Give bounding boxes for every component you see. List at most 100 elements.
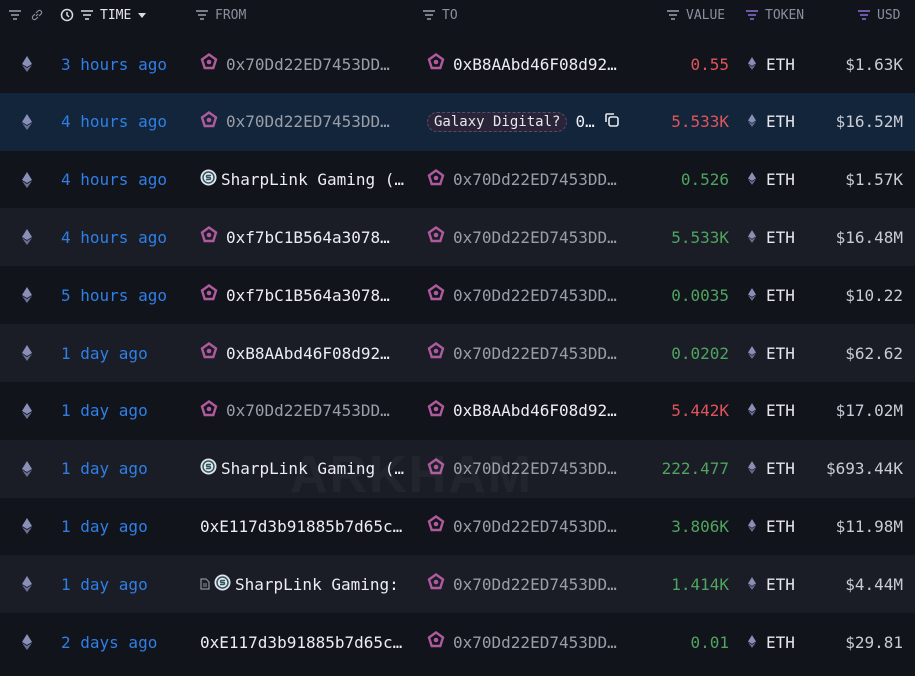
token-cell[interactable]: ETH	[748, 170, 795, 189]
token-cell[interactable]: ETH	[748, 228, 795, 247]
column-header-from[interactable]: FROM	[195, 0, 246, 30]
table-row[interactable]: 1 day ago 0x70Dd22ED7453DD… 0xB8AAbd46F08d…	[0, 382, 915, 440]
from-address[interactable]: SharpLink Gaming (…	[221, 170, 405, 190]
from-cell[interactable]: SharpLink Gaming:	[200, 574, 399, 595]
time-link[interactable]: 4 hours ago	[61, 170, 167, 190]
to-cell[interactable]: Galaxy Digital? 0…	[427, 111, 621, 133]
table-row[interactable]: 1 day ago SharpLink Gaming (… 0x70Dd22ED74…	[0, 439, 915, 498]
to-address[interactable]: 0x70Dd22ED7453DD…	[453, 227, 617, 247]
from-address[interactable]: 0xf7bC1B564a3078…	[226, 227, 390, 247]
column-header-usd[interactable]: USD	[857, 0, 900, 30]
from-cell[interactable]: 0xf7bC1B564a3078…	[200, 226, 390, 248]
from-cell[interactable]: 0xE117d3b91885b7d65c…	[200, 633, 402, 652]
to-address[interactable]: 0x70Dd22ED7453DD…	[453, 632, 617, 652]
from-address[interactable]: 0xE117d3b91885b7d65c…	[200, 516, 403, 536]
token-cell[interactable]: ETH	[748, 344, 795, 363]
from-cell[interactable]: 0xE117d3b91885b7d65c…	[200, 517, 402, 536]
from-address[interactable]: 0x70Dd22ED7453DD…	[226, 54, 390, 74]
time-link[interactable]: 4 hours ago	[61, 227, 167, 247]
copy-icon[interactable]	[603, 111, 621, 133]
to-cell[interactable]: 0xB8AAbd46F08d92…	[427, 399, 617, 422]
to-address[interactable]: 0…	[575, 112, 595, 132]
from-cell[interactable]: 0x70Dd22ED7453DD…	[200, 110, 390, 133]
to-address[interactable]: 0xB8AAbd46F08d92…	[453, 54, 617, 74]
from-cell[interactable]: 0x70Dd22ED7453DD…	[200, 399, 390, 422]
time-link[interactable]: 5 hours ago	[61, 285, 167, 305]
token-cell[interactable]: ETH	[748, 575, 795, 594]
token-cell[interactable]: ETH	[748, 112, 795, 131]
time-link[interactable]: 2 days ago	[61, 632, 158, 652]
from-cell[interactable]: SharpLink Gaming (…	[200, 169, 404, 190]
column-header-to[interactable]: TO	[422, 0, 458, 30]
eth-chain-icon	[22, 460, 32, 477]
column-header-token[interactable]: TOKEN	[745, 0, 804, 30]
to-address[interactable]: 0x70Dd22ED7453DD…	[453, 285, 617, 305]
to-cell[interactable]: 0x70Dd22ED7453DD…	[427, 457, 617, 480]
value-amount: 3.806K	[671, 516, 729, 536]
token-cell[interactable]: ETH	[748, 55, 795, 74]
to-cell[interactable]: 0x70Dd22ED7453DD…	[427, 573, 617, 595]
to-cell[interactable]: 0x70Dd22ED7453DD…	[427, 515, 617, 537]
filter-icon[interactable]	[195, 9, 209, 21]
table-row[interactable]: 4 hours ago 0x70Dd22ED7453DD… Galaxy Digit…	[0, 92, 915, 151]
table-row[interactable]: 1 day ago 0xE117d3b91885b7d65c… 0x70Dd22ED…	[0, 497, 915, 555]
to-cell[interactable]: 0x70Dd22ED7453DD…	[427, 168, 617, 191]
entity-badge[interactable]: Galaxy Digital?	[427, 111, 568, 132]
time-link[interactable]: 3 hours ago	[61, 54, 167, 74]
time-link[interactable]: 1 day ago	[61, 459, 148, 479]
time-link[interactable]: 1 day ago	[61, 516, 148, 536]
filter-icon[interactable]	[8, 0, 22, 30]
time-link[interactable]: 4 hours ago	[61, 112, 167, 132]
from-address[interactable]: 0xB8AAbd46F08d92…	[226, 343, 390, 363]
from-address[interactable]: SharpLink Gaming (…	[221, 459, 405, 479]
table-row[interactable]: 5 hours ago 0xf7bC1B564a3078… 0x70Dd22ED74…	[0, 266, 915, 324]
time-link[interactable]: 1 day ago	[61, 343, 148, 363]
from-address[interactable]: SharpLink Gaming:	[235, 574, 399, 594]
from-cell[interactable]: 0xf7bC1B564a3078…	[200, 284, 390, 306]
to-cell[interactable]: 0x70Dd22ED7453DD…	[427, 226, 617, 248]
column-header-time[interactable]: TIME	[60, 0, 147, 30]
from-address[interactable]: 0xf7bC1B564a3078…	[226, 285, 390, 305]
sort-desc-icon[interactable]	[137, 11, 147, 19]
usd-amount: $11.98M	[835, 516, 903, 536]
from-address[interactable]: 0x70Dd22ED7453DD…	[226, 112, 390, 132]
filter-icon[interactable]	[422, 9, 436, 21]
table-row[interactable]: 4 hours ago SharpLink Gaming (… 0x70Dd22ED…	[0, 151, 915, 209]
to-address[interactable]: 0xB8AAbd46F08d92…	[453, 401, 617, 421]
table-row[interactable]: 2 days ago 0xE117d3b91885b7d65c… 0x70Dd22E…	[0, 613, 915, 671]
time-link[interactable]: 1 day ago	[61, 401, 148, 421]
column-header-value[interactable]: VALUE	[666, 0, 725, 30]
table-row[interactable]: 4 hours ago 0xf7bC1B564a3078… 0x70Dd22ED74…	[0, 208, 915, 267]
to-address[interactable]: 0x70Dd22ED7453DD…	[453, 459, 617, 479]
table-row[interactable]: 1 day ago SharpLink Gaming: 0x70Dd22ED7453…	[0, 555, 915, 614]
filter-icon[interactable]	[80, 9, 94, 21]
filter-icon[interactable]	[666, 9, 680, 21]
to-address[interactable]: 0x70Dd22ED7453DD…	[453, 574, 617, 594]
from-address[interactable]: 0x70Dd22ED7453DD…	[226, 401, 390, 421]
to-cell[interactable]: 0x70Dd22ED7453DD…	[427, 284, 617, 306]
to-address[interactable]: 0x70Dd22ED7453DD…	[453, 170, 617, 190]
token-cell[interactable]: ETH	[748, 401, 795, 420]
to-cell[interactable]: 0x70Dd22ED7453DD…	[427, 631, 617, 653]
table-row[interactable]: 3 hours ago 0x70Dd22ED7453DD… 0xB8AAbd46F0…	[0, 35, 915, 93]
value-amount: 0.01	[690, 632, 729, 652]
to-address[interactable]: 0x70Dd22ED7453DD…	[453, 343, 617, 363]
to-cell[interactable]: 0xB8AAbd46F08d92…	[427, 53, 617, 75]
token-cell[interactable]: ETH	[748, 517, 795, 536]
filter-icon[interactable]	[857, 9, 871, 21]
to-cell[interactable]: 0x70Dd22ED7453DD…	[427, 342, 617, 364]
token-cell[interactable]: ETH	[748, 633, 795, 652]
link-icon[interactable]	[30, 0, 44, 30]
token-cell[interactable]: ETH	[748, 459, 795, 478]
table-row[interactable]: 1 day ago 0xB8AAbd46F08d92… 0x70Dd22ED7453…	[0, 324, 915, 382]
from-cell[interactable]: 0x70Dd22ED7453DD…	[200, 53, 390, 75]
from-cell[interactable]: SharpLink Gaming (…	[200, 458, 404, 479]
from-address[interactable]: 0xE117d3b91885b7d65c…	[200, 632, 403, 652]
eth-token-icon	[748, 55, 756, 74]
filter-icon[interactable]	[745, 9, 759, 21]
from-cell[interactable]: 0xB8AAbd46F08d92…	[200, 342, 390, 364]
token-cell[interactable]: ETH	[748, 286, 795, 305]
entity-pentagon-icon	[427, 342, 445, 364]
to-address[interactable]: 0x70Dd22ED7453DD…	[453, 516, 617, 536]
time-link[interactable]: 1 day ago	[61, 574, 148, 594]
